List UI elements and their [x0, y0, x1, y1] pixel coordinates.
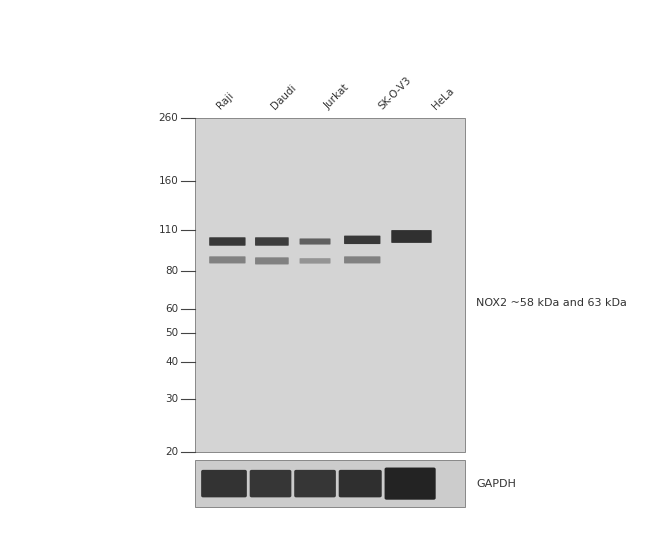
FancyBboxPatch shape — [195, 118, 465, 452]
FancyBboxPatch shape — [195, 460, 465, 507]
FancyBboxPatch shape — [255, 258, 289, 265]
Text: 50: 50 — [165, 328, 178, 338]
FancyBboxPatch shape — [391, 230, 432, 243]
FancyBboxPatch shape — [250, 470, 291, 498]
FancyBboxPatch shape — [201, 470, 247, 498]
FancyBboxPatch shape — [385, 467, 436, 500]
FancyBboxPatch shape — [294, 470, 336, 498]
Text: HeLa: HeLa — [431, 85, 456, 111]
Text: Raji: Raji — [215, 90, 235, 111]
FancyBboxPatch shape — [300, 238, 330, 244]
FancyBboxPatch shape — [300, 258, 330, 264]
FancyBboxPatch shape — [339, 470, 382, 498]
FancyBboxPatch shape — [209, 237, 246, 246]
Text: 160: 160 — [159, 176, 178, 186]
Text: 40: 40 — [165, 357, 178, 367]
FancyBboxPatch shape — [255, 237, 289, 246]
Text: 60: 60 — [165, 304, 178, 314]
Text: SK-O-V3: SK-O-V3 — [377, 75, 413, 111]
FancyBboxPatch shape — [344, 256, 380, 264]
FancyBboxPatch shape — [209, 256, 246, 264]
Text: NOX2 ~58 kDa and 63 kDa: NOX2 ~58 kDa and 63 kDa — [476, 299, 627, 309]
Text: Jurkat: Jurkat — [323, 83, 352, 111]
Text: 110: 110 — [159, 225, 178, 235]
Text: 260: 260 — [159, 113, 178, 123]
Text: Daudi: Daudi — [269, 83, 298, 111]
FancyBboxPatch shape — [344, 236, 380, 244]
Text: GAPDH: GAPDH — [476, 478, 516, 489]
Text: 20: 20 — [165, 447, 178, 457]
Text: 30: 30 — [165, 394, 178, 404]
Text: 80: 80 — [165, 266, 178, 276]
